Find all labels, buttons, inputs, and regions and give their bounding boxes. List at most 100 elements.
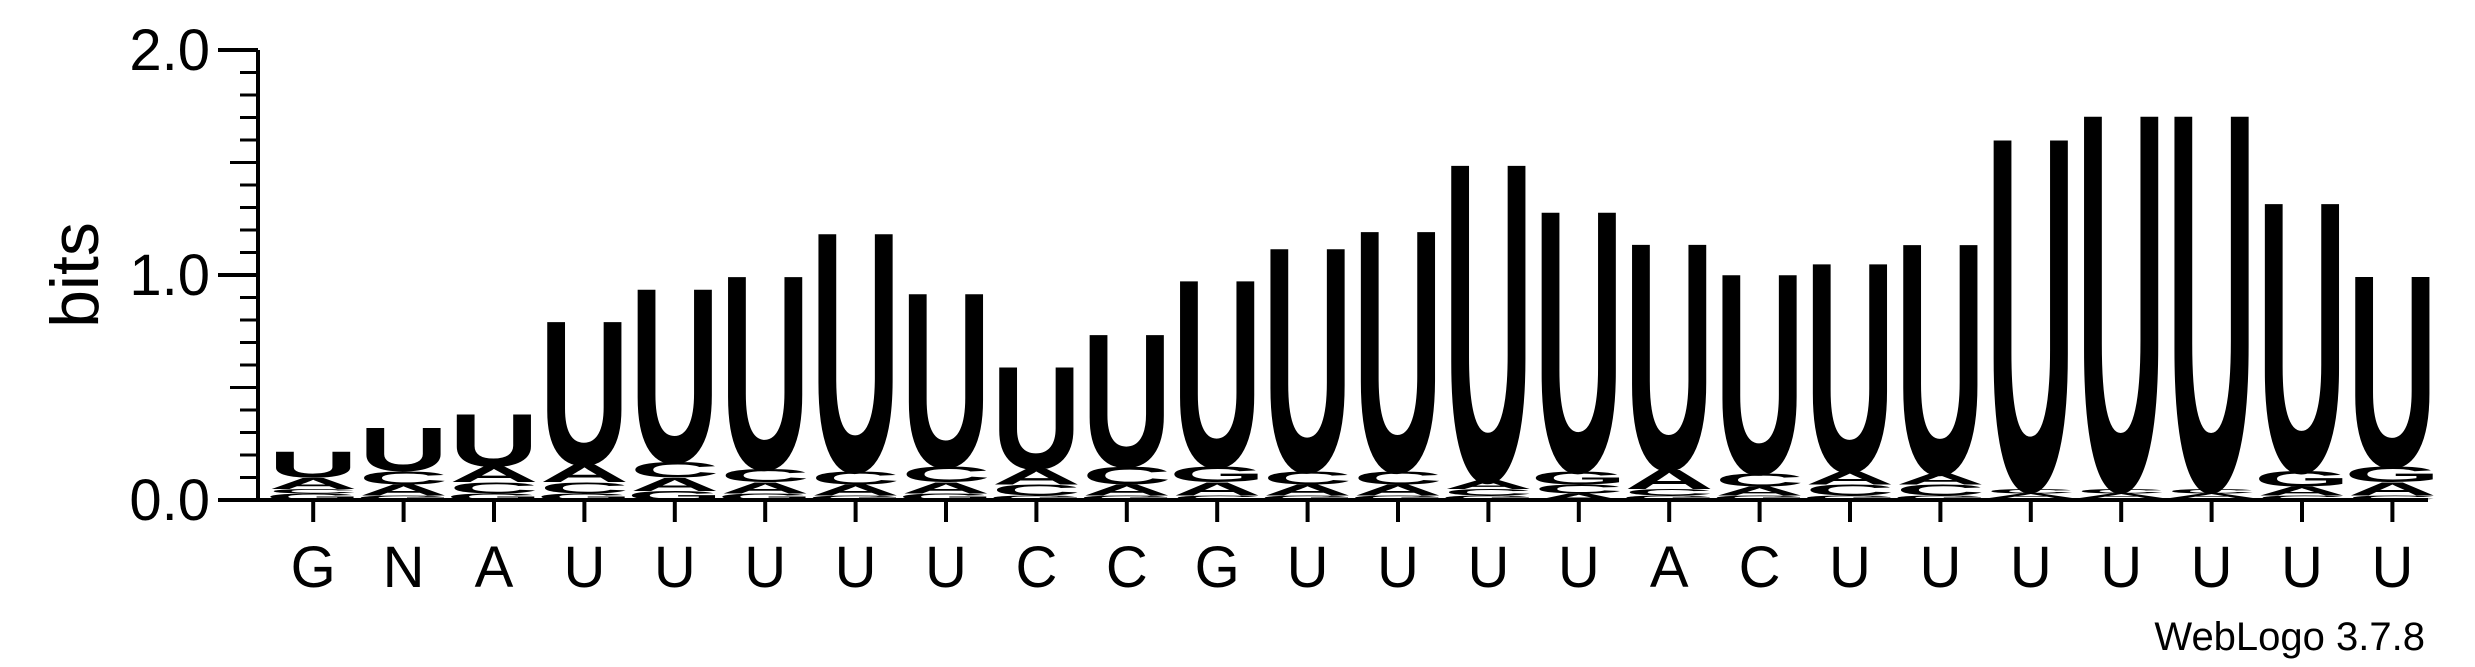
- logo-letter-a: A: [1444, 477, 1533, 491]
- logo-letter-g: G: [536, 492, 632, 502]
- logo-letter-g: G: [1079, 494, 1175, 501]
- logo-letter-a: A: [2348, 479, 2437, 500]
- x-tick-label: U: [2281, 535, 2323, 600]
- logo-letter-u: U: [811, 159, 900, 544]
- logo-letter-u: U: [1444, 66, 1533, 577]
- logo-letter-g: G: [808, 494, 904, 501]
- x-tick-label: U: [1829, 535, 1871, 600]
- logo-letter-a: A: [811, 481, 900, 499]
- logo-letter-c: C: [1173, 494, 1262, 501]
- x-tick-label: U: [835, 535, 877, 600]
- x-tick-label: N: [383, 535, 425, 600]
- logo-letter-g: G: [1621, 494, 1717, 501]
- logo-letter-g: G: [2164, 497, 2260, 501]
- logo-letter-a: A: [1896, 470, 1985, 488]
- logo-letter-c: C: [901, 462, 990, 486]
- logo-letter-a: A: [992, 465, 1081, 489]
- logo-letter-c: C: [269, 488, 358, 495]
- letter-stacks: GCAUGACUGCAUGCAUGACUGACUGACUGACUGCAUGACU…: [265, 1, 2440, 605]
- logo-letter-c: C: [1805, 481, 1894, 499]
- logo-letter-u: U: [1534, 132, 1623, 551]
- logo-letter-u: U: [1173, 225, 1262, 524]
- x-tick-label: U: [2371, 535, 2413, 600]
- logo-letter-a: A: [1805, 467, 1894, 488]
- logo-letter-c: C: [721, 465, 810, 486]
- logo-letter-u: U: [630, 236, 719, 515]
- logo-letter-a: A: [1263, 481, 1352, 499]
- x-tick-label: C: [1106, 535, 1148, 600]
- logo-letter-c: C: [811, 467, 900, 488]
- x-tick-label: U: [1919, 535, 1961, 600]
- logo-letter-u: U: [901, 241, 990, 520]
- y-axis: 0.0 1.0 2.0: [129, 18, 260, 533]
- logo-letter-g: G: [1260, 494, 1356, 501]
- x-tick-label: C: [1739, 535, 1781, 600]
- logo-letter-c: C: [2257, 494, 2346, 501]
- logo-letter-a: A: [1625, 463, 1714, 494]
- logo-letter-g: G: [356, 494, 452, 501]
- logo-letter-a: A: [269, 475, 358, 493]
- logo-letter-c: C: [992, 481, 1081, 499]
- logo-letter-a: A: [1534, 492, 1623, 502]
- logo-letter-g: G: [1169, 462, 1265, 486]
- y-tick-label: 1.0: [129, 243, 210, 308]
- logo-letter-u: U: [540, 278, 629, 509]
- logo-letter-c: C: [1263, 467, 1352, 488]
- logo-letter-u: U: [359, 414, 448, 484]
- y-axis-title: bits: [37, 222, 113, 328]
- x-tick-label: U: [1287, 535, 1329, 600]
- logo-letter-g: G: [1531, 467, 1627, 488]
- logo-letter-a: A: [2077, 492, 2166, 499]
- logo-letter-c: C: [1986, 488, 2075, 495]
- y-tick-label: 0.0: [129, 468, 210, 533]
- logo-letter-a: A: [630, 474, 719, 495]
- x-tick-label: U: [2010, 535, 2052, 600]
- logo-letter-g: G: [1712, 494, 1808, 501]
- logo-letter-c: C: [2077, 488, 2166, 495]
- logo-letter-a: A: [359, 481, 448, 499]
- logo-letter-c: C: [630, 458, 719, 482]
- logo-letter-g: G: [1802, 494, 1898, 501]
- logo-letter-u: U: [1805, 199, 1894, 535]
- x-tick-label: U: [563, 535, 605, 600]
- logo-letter-u: U: [269, 444, 358, 486]
- logo-letter-u: U: [1715, 213, 1804, 534]
- logo-letter-c: C: [359, 467, 448, 488]
- logo-letter-u: U: [1353, 158, 1442, 546]
- logo-letter-u: U: [1896, 174, 1985, 544]
- logo-letter-a: A: [1082, 481, 1171, 499]
- x-tick-label: U: [654, 535, 696, 600]
- logo-letter-a: A: [901, 479, 990, 497]
- logo-letter-u: U: [992, 335, 1081, 500]
- x-tick-label: G: [1195, 535, 1240, 600]
- logo-letter-c: C: [540, 479, 629, 497]
- logo-letter-a: A: [1986, 492, 2075, 499]
- logo-letter-u: U: [1263, 179, 1352, 539]
- logo-letter-a: A: [2167, 492, 2256, 499]
- logo-letter-c: C: [1353, 467, 1442, 488]
- logo-letter-a: A: [1173, 479, 1262, 500]
- logo-letter-c: C: [1625, 487, 1714, 497]
- logo-letter-a: A: [449, 462, 538, 486]
- x-tick-label: U: [1377, 535, 1419, 600]
- logo-letter-u: U: [449, 399, 538, 483]
